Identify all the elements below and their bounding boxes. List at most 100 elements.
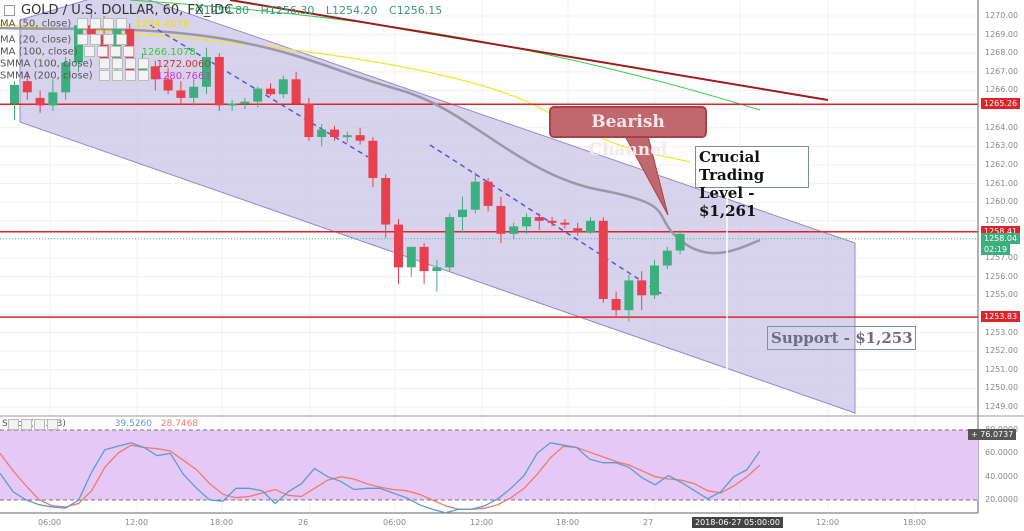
- candle[interactable]: [291, 79, 301, 104]
- candle[interactable]: [253, 88, 263, 102]
- time-tick-label: 12:00: [816, 518, 840, 527]
- candle[interactable]: [355, 135, 365, 141]
- price-tick-label: 1257.00: [985, 253, 1019, 263]
- candle[interactable]: [381, 177, 391, 225]
- stoch-d-line: [0, 444, 761, 510]
- candle[interactable]: [86, 25, 96, 35]
- candle[interactable]: [330, 129, 339, 138]
- candle[interactable]: [432, 267, 442, 272]
- price-badge: 1253.83: [981, 311, 1021, 323]
- candle[interactable]: [406, 246, 416, 268]
- time-tick-label: 12:00: [470, 518, 494, 527]
- candle[interactable]: [227, 103, 237, 106]
- candle[interactable]: [586, 220, 595, 232]
- low-value: L1254.20: [325, 4, 378, 17]
- candle[interactable]: [278, 79, 288, 95]
- candle[interactable]: [150, 66, 160, 80]
- candle[interactable]: [547, 220, 557, 223]
- candle[interactable]: [496, 205, 506, 234]
- indicator-legend[interactable]: SMMA (100, close) 1272.0060: [0, 58, 211, 70]
- stoch-tick-label: 20.0000: [985, 495, 1019, 504]
- price-tick-label: 1260.00: [985, 197, 1019, 207]
- candle[interactable]: [266, 88, 275, 95]
- candle[interactable]: [189, 86, 199, 98]
- price-badge: 1265.26: [981, 98, 1021, 110]
- time-tick-label: 06:00: [383, 518, 407, 527]
- ohlc-readout: O1254.80 H1256.30 L1254.20 C1256.15: [195, 4, 450, 17]
- candle[interactable]: [445, 217, 455, 268]
- time-tick-label: 06:00: [38, 518, 62, 527]
- time-tick-label: 27: [643, 518, 654, 527]
- candle[interactable]: [35, 97, 45, 106]
- candle[interactable]: [419, 246, 429, 272]
- candle[interactable]: [240, 101, 250, 104]
- candle[interactable]: [317, 129, 327, 138]
- crucial-level-label: Crucial Trading Level - $1,261: [695, 146, 809, 220]
- indicator-legend[interactable]: MA (50, close) 1264.4076: [0, 18, 190, 30]
- candle[interactable]: [176, 90, 186, 98]
- indicator-legend[interactable]: MA (100, close) 1266.1078: [0, 46, 196, 58]
- collapse-toggle-icon[interactable]: [4, 5, 15, 16]
- candle[interactable]: [637, 280, 647, 296]
- price-tick-label: 1250.00: [985, 383, 1019, 393]
- candle[interactable]: [662, 250, 672, 266]
- indicator-legend[interactable]: SMMA (200, close) 1280.7663: [0, 70, 211, 82]
- candle[interactable]: [573, 228, 583, 232]
- candle[interactable]: [112, 29, 122, 63]
- candle[interactable]: [394, 224, 403, 268]
- candle[interactable]: [368, 140, 378, 178]
- stoch-tick-label: 60.0000: [985, 448, 1019, 458]
- close-value: C1256.15: [389, 4, 443, 17]
- price-tick-label: 1268.00: [985, 48, 1019, 58]
- open-value: O1254.80: [195, 4, 250, 17]
- high-value: H1256.30: [260, 4, 315, 17]
- price-tick-label: 1263.00: [985, 141, 1019, 151]
- candle[interactable]: [470, 181, 480, 210]
- price-tick-label: 1264.00: [985, 122, 1019, 132]
- candle[interactable]: [624, 280, 634, 311]
- candle[interactable]: [534, 217, 544, 221]
- price-tick-label: 1249.00: [985, 402, 1019, 411]
- candle[interactable]: [214, 56, 224, 106]
- candle[interactable]: [598, 220, 608, 300]
- candle[interactable]: [202, 56, 211, 87]
- candle[interactable]: [10, 84, 19, 104]
- stoch-d-value: 28.7468: [160, 419, 199, 429]
- projection-arrow: [429, 144, 666, 297]
- support-label: Support - $1,253: [767, 326, 916, 350]
- price-tick-label: 1261.00: [985, 178, 1019, 188]
- price-tick-label: 1270.00: [985, 11, 1019, 20]
- stoch-badge: + 76.0737: [968, 428, 1017, 440]
- price-tick-label: 1255.00: [985, 290, 1019, 300]
- candle[interactable]: [560, 222, 570, 225]
- symbol-title: GOLD / U.S. DOLLAR, 60, FX_IDC: [4, 3, 233, 18]
- candle[interactable]: [48, 92, 58, 106]
- price-tick-label: 1252.00: [985, 346, 1019, 356]
- time-tick-label: 26: [298, 518, 309, 527]
- candle[interactable]: [304, 103, 314, 138]
- time-tick-label: 12:00: [125, 518, 149, 527]
- price-tick-label: 1253.00: [985, 327, 1019, 337]
- candle[interactable]: [522, 217, 531, 227]
- time-tick-label: 18:00: [210, 518, 234, 527]
- stoch-legend[interactable]: Stoch (8, 3, 3) 39.5260 28.7468: [2, 419, 199, 430]
- price-tick-label: 1256.00: [985, 271, 1019, 281]
- candle[interactable]: [675, 233, 685, 251]
- candle[interactable]: [509, 226, 519, 234]
- price-tick-label: 1269.00: [985, 29, 1019, 39]
- price-tick-label: 1262.00: [985, 159, 1019, 169]
- candle[interactable]: [483, 181, 493, 206]
- downtrend-line[interactable]: [229, 0, 829, 101]
- candle[interactable]: [61, 62, 71, 93]
- candle[interactable]: [458, 209, 467, 218]
- candle[interactable]: [22, 81, 32, 93]
- stoch-k-line: [0, 442, 761, 514]
- candle[interactable]: [342, 135, 352, 138]
- indicator-legend[interactable]: MA (20, close): [0, 34, 135, 46]
- candle[interactable]: [163, 79, 173, 91]
- candle[interactable]: [611, 299, 621, 311]
- price-tick-label: 1259.00: [985, 215, 1019, 225]
- candle[interactable]: [650, 265, 659, 296]
- time-tick-label: 18:00: [556, 518, 580, 527]
- price-tick-label: 1266.00: [985, 85, 1019, 95]
